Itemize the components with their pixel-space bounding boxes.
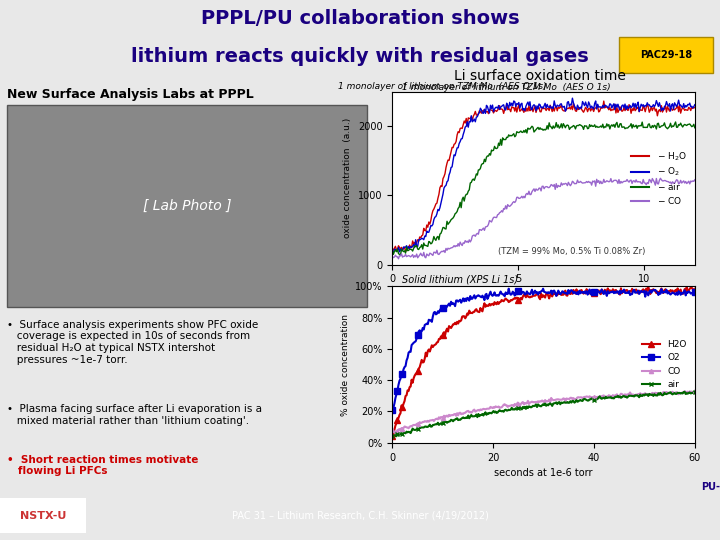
FancyBboxPatch shape <box>619 37 713 72</box>
Text: 1 monolayer of lithium on TZM Mo  (AES O 1s): 1 monolayer of lithium on TZM Mo (AES O … <box>402 83 611 92</box>
Text: •  Plasma facing surface after Li evaporation is a
   mixed material rather than: • Plasma facing surface after Li evapora… <box>7 404 263 426</box>
Text: PAC29-18: PAC29-18 <box>640 50 692 60</box>
Text: Li surface oxidation time: Li surface oxidation time <box>454 69 626 83</box>
Legend: $-$ H$_2$O, $-$ O$_2$, $-$ air, $-$ CO: $-$ H$_2$O, $-$ O$_2$, $-$ air, $-$ CO <box>628 147 690 210</box>
Text: lithium reacts quickly with residual gases: lithium reacts quickly with residual gas… <box>131 47 589 66</box>
X-axis label: seconds at 1e-6 torr: seconds at 1e-6 torr <box>495 290 593 300</box>
Text: •  Surface analysis experiments show PFC oxide
   coverage is expected in 10s of: • Surface analysis experiments show PFC … <box>7 320 258 365</box>
Text: PAC 31 – Lithium Research, C.H. Skinner (4/19/2012): PAC 31 – Lithium Research, C.H. Skinner … <box>232 511 488 521</box>
Text: Solid lithium (XPS Li 1s): Solid lithium (XPS Li 1s) <box>402 274 518 285</box>
Text: •  Short reaction times motivate
   flowing Li PFCs: • Short reaction times motivate flowing … <box>7 455 199 476</box>
Text: PU-PPPL: PU-PPPL <box>701 482 720 491</box>
Text: (TZM = 99% Mo, 0.5% Ti 0.08% Zr): (TZM = 99% Mo, 0.5% Ti 0.08% Zr) <box>498 247 646 256</box>
Y-axis label: % oxide concentration: % oxide concentration <box>341 314 350 415</box>
Y-axis label: oxide concentration  (a.u.): oxide concentration (a.u.) <box>343 118 353 238</box>
Legend: H2O, O2, CO, air: H2O, O2, CO, air <box>639 336 690 393</box>
Text: [ Lab Photo ]: [ Lab Photo ] <box>143 199 231 213</box>
Text: New Surface Analysis Labs at PPPL: New Surface Analysis Labs at PPPL <box>7 88 254 101</box>
FancyBboxPatch shape <box>0 498 86 533</box>
FancyBboxPatch shape <box>7 105 367 307</box>
Text: PPPL/PU collaboration shows: PPPL/PU collaboration shows <box>201 9 519 29</box>
Text: NSTX-U: NSTX-U <box>20 511 66 521</box>
X-axis label: seconds at 1e-6 torr: seconds at 1e-6 torr <box>495 468 593 478</box>
Text: 1 monolayer of lithium on TZM Mo  (AES O 1s): 1 monolayer of lithium on TZM Mo (AES O … <box>338 82 546 91</box>
